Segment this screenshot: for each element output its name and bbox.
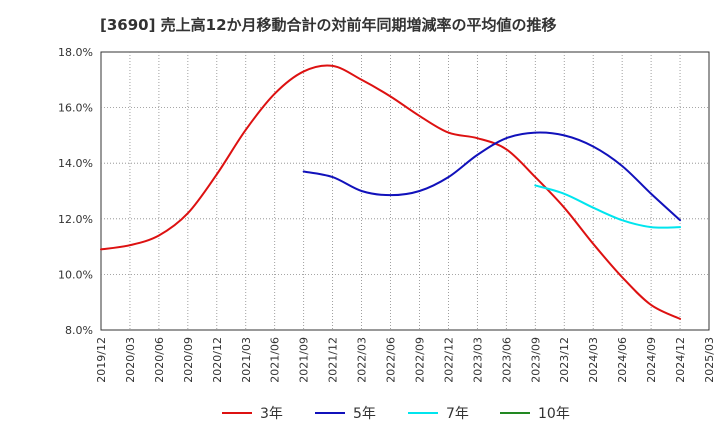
x-tick-label: 2021/09 [298, 337, 311, 383]
x-tick-label: 2024/09 [645, 337, 658, 383]
y-tick-label: 18.0% [58, 46, 93, 59]
x-tick-label: 2023/06 [500, 337, 513, 383]
x-tick-label: 2023/03 [471, 337, 484, 383]
series-layer [100, 64, 682, 320]
x-tick-label: 2020/12 [211, 337, 224, 383]
series-line-1 [100, 64, 682, 320]
x-tick-label: 2025/03 [703, 337, 716, 383]
chart-title: [3690] 売上高12か月移動合計の対前年同期増減率の平均値の推移 [100, 16, 557, 34]
x-tick-label: 2021/03 [240, 337, 253, 383]
y-tick-label: 10.0% [58, 268, 93, 281]
legend-label-2: 5年 [353, 406, 376, 422]
y-tick-label: 16.0% [58, 102, 93, 115]
y-tick-label: 12.0% [58, 213, 93, 226]
x-tick-label: 2023/12 [558, 337, 571, 383]
x-tick-label: 2021/12 [327, 337, 340, 383]
axis-layer: 18.0% 16.0% 14.0% 12.0% 10.0% 8.0%2019/12 2020… [58, 46, 716, 383]
y-tick-label: 14.0% [58, 157, 93, 170]
plot-area [100, 51, 710, 331]
grid-layer [101, 52, 709, 330]
x-tick-label: 2024/06 [616, 337, 629, 383]
series-line-3 [534, 184, 682, 229]
x-tick-label: 2020/09 [182, 337, 195, 383]
x-tick-label: 2022/06 [385, 337, 398, 383]
x-tick-label: 2024/03 [587, 337, 600, 383]
x-tick-label: 2020/06 [153, 337, 166, 383]
x-tick-label: 2023/09 [529, 337, 542, 383]
x-tick-label: 2024/12 [674, 337, 687, 383]
x-tick-label: 2022/03 [356, 337, 369, 383]
legend-label-1: 3年 [260, 406, 283, 422]
series-line-2 [302, 131, 682, 222]
x-tick-label: 2022/09 [413, 337, 426, 383]
x-tick-label: 2021/06 [269, 337, 282, 383]
x-tick-label: 2022/12 [442, 337, 455, 383]
legend-label-4: 10年 [538, 406, 570, 422]
x-tick-label: 2020/03 [124, 337, 137, 383]
legend: 3年 5年 7年 10年 [222, 406, 570, 422]
x-tick-label: 2019/12 [95, 337, 108, 383]
legend-label-3: 7年 [446, 406, 469, 422]
y-tick-label: 8.0% [65, 324, 93, 337]
